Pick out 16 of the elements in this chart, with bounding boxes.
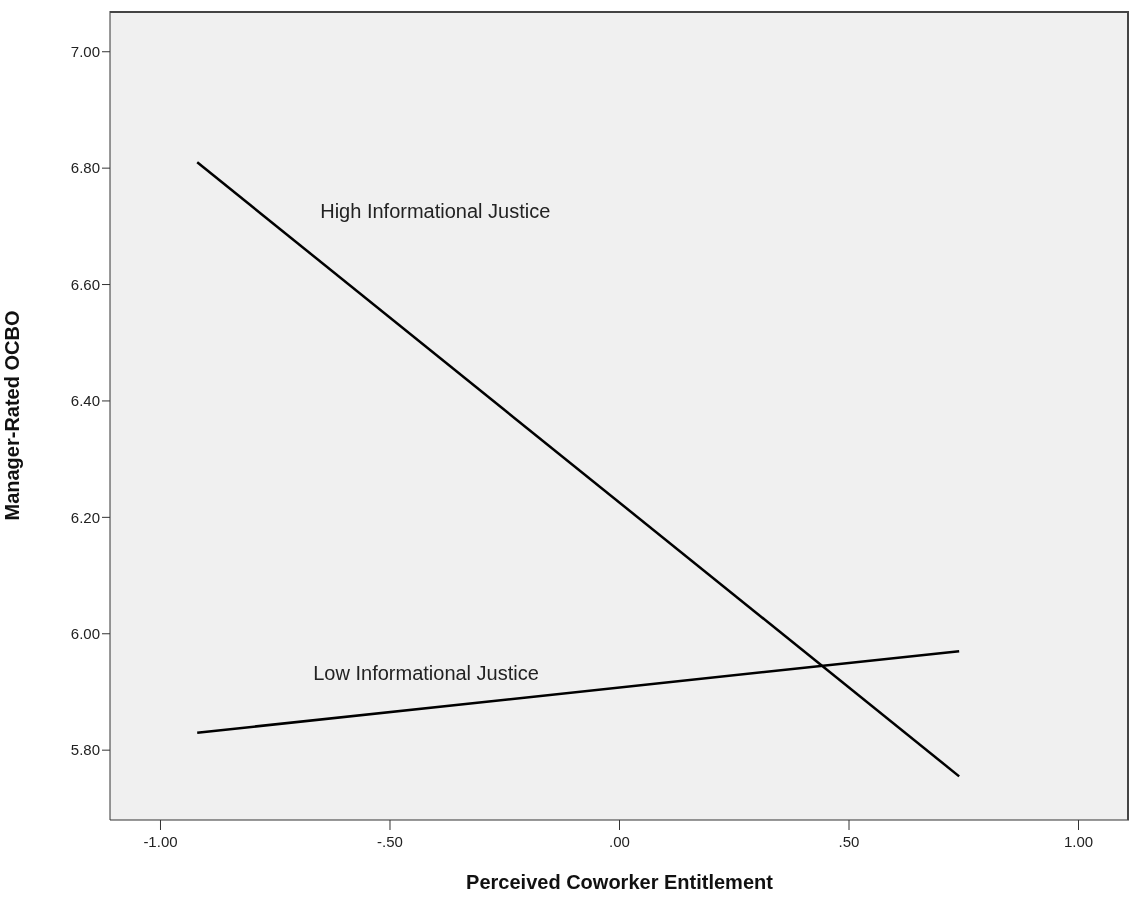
x-axis-title: Perceived Coworker Entitlement <box>466 871 774 893</box>
x-tick-label: .50 <box>838 832 860 850</box>
x-tick-label: -.50 <box>377 832 403 850</box>
y-tick-label: 6.00 <box>70 625 100 643</box>
y-tick-label: 6.40 <box>70 392 100 410</box>
y-tick-label: 6.20 <box>70 508 100 526</box>
y-axis-title: Manager-Rated OCBO <box>1 310 24 521</box>
series-label: High Informational Justice <box>320 200 551 223</box>
series-label: Low Informational Justice <box>313 661 539 684</box>
y-tick-label: 7.00 <box>70 43 100 61</box>
x-tick-label: -1.00 <box>143 832 178 850</box>
y-tick-label: 6.80 <box>70 159 100 177</box>
y-tick-label: 5.80 <box>70 741 100 759</box>
x-tick-label: 1.00 <box>1063 832 1094 850</box>
x-tick-label: .00 <box>609 832 630 850</box>
y-tick-label: 6.60 <box>70 275 100 293</box>
